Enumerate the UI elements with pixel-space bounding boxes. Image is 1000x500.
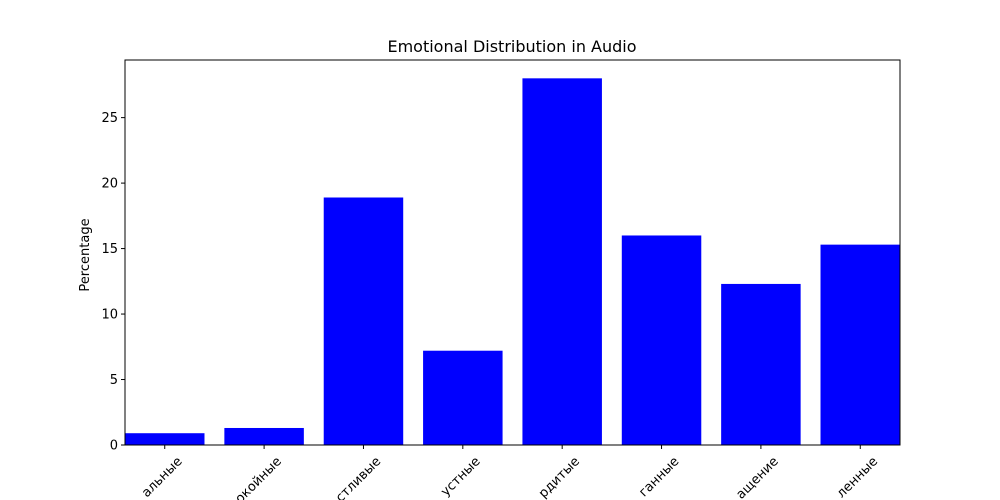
x-tick-label: ганные	[636, 454, 682, 500]
y-tick-label: 25	[101, 111, 118, 126]
y-tick-label: 15	[101, 242, 118, 257]
bar-5	[522, 78, 602, 445]
x-tick-label: стливые	[333, 454, 384, 500]
chart-title: Emotional Distribution in Audio	[387, 37, 636, 56]
y-tick-label: 0	[110, 439, 118, 454]
x-axis-ticks: альные окойные стливые устные рдитые ганные ащ…	[139, 445, 881, 500]
x-tick-label: окойные	[233, 454, 285, 500]
x-tick-label: устные	[438, 454, 483, 499]
x-tick-label: альные	[139, 454, 185, 500]
bar-8	[820, 244, 900, 445]
bar-2	[224, 427, 304, 445]
y-tick-label: 5	[110, 373, 118, 388]
y-tick-label: 20	[101, 177, 118, 192]
bar-4	[423, 350, 503, 445]
plot-area-frame	[124, 59, 901, 446]
y-axis-label: Percentage	[78, 218, 93, 291]
bar-1	[125, 433, 205, 445]
bar-3	[323, 197, 404, 445]
x-tick-label: ленные	[834, 454, 881, 500]
bar-6	[621, 235, 702, 445]
bar-7	[721, 283, 801, 445]
bars-group	[125, 78, 900, 445]
y-axis-ticks: 0 5 10 15 20 25	[101, 111, 125, 454]
x-tick-label: рдитые	[536, 454, 583, 500]
x-tick-label: ащение	[734, 454, 782, 500]
y-tick-label: 10	[101, 308, 118, 323]
